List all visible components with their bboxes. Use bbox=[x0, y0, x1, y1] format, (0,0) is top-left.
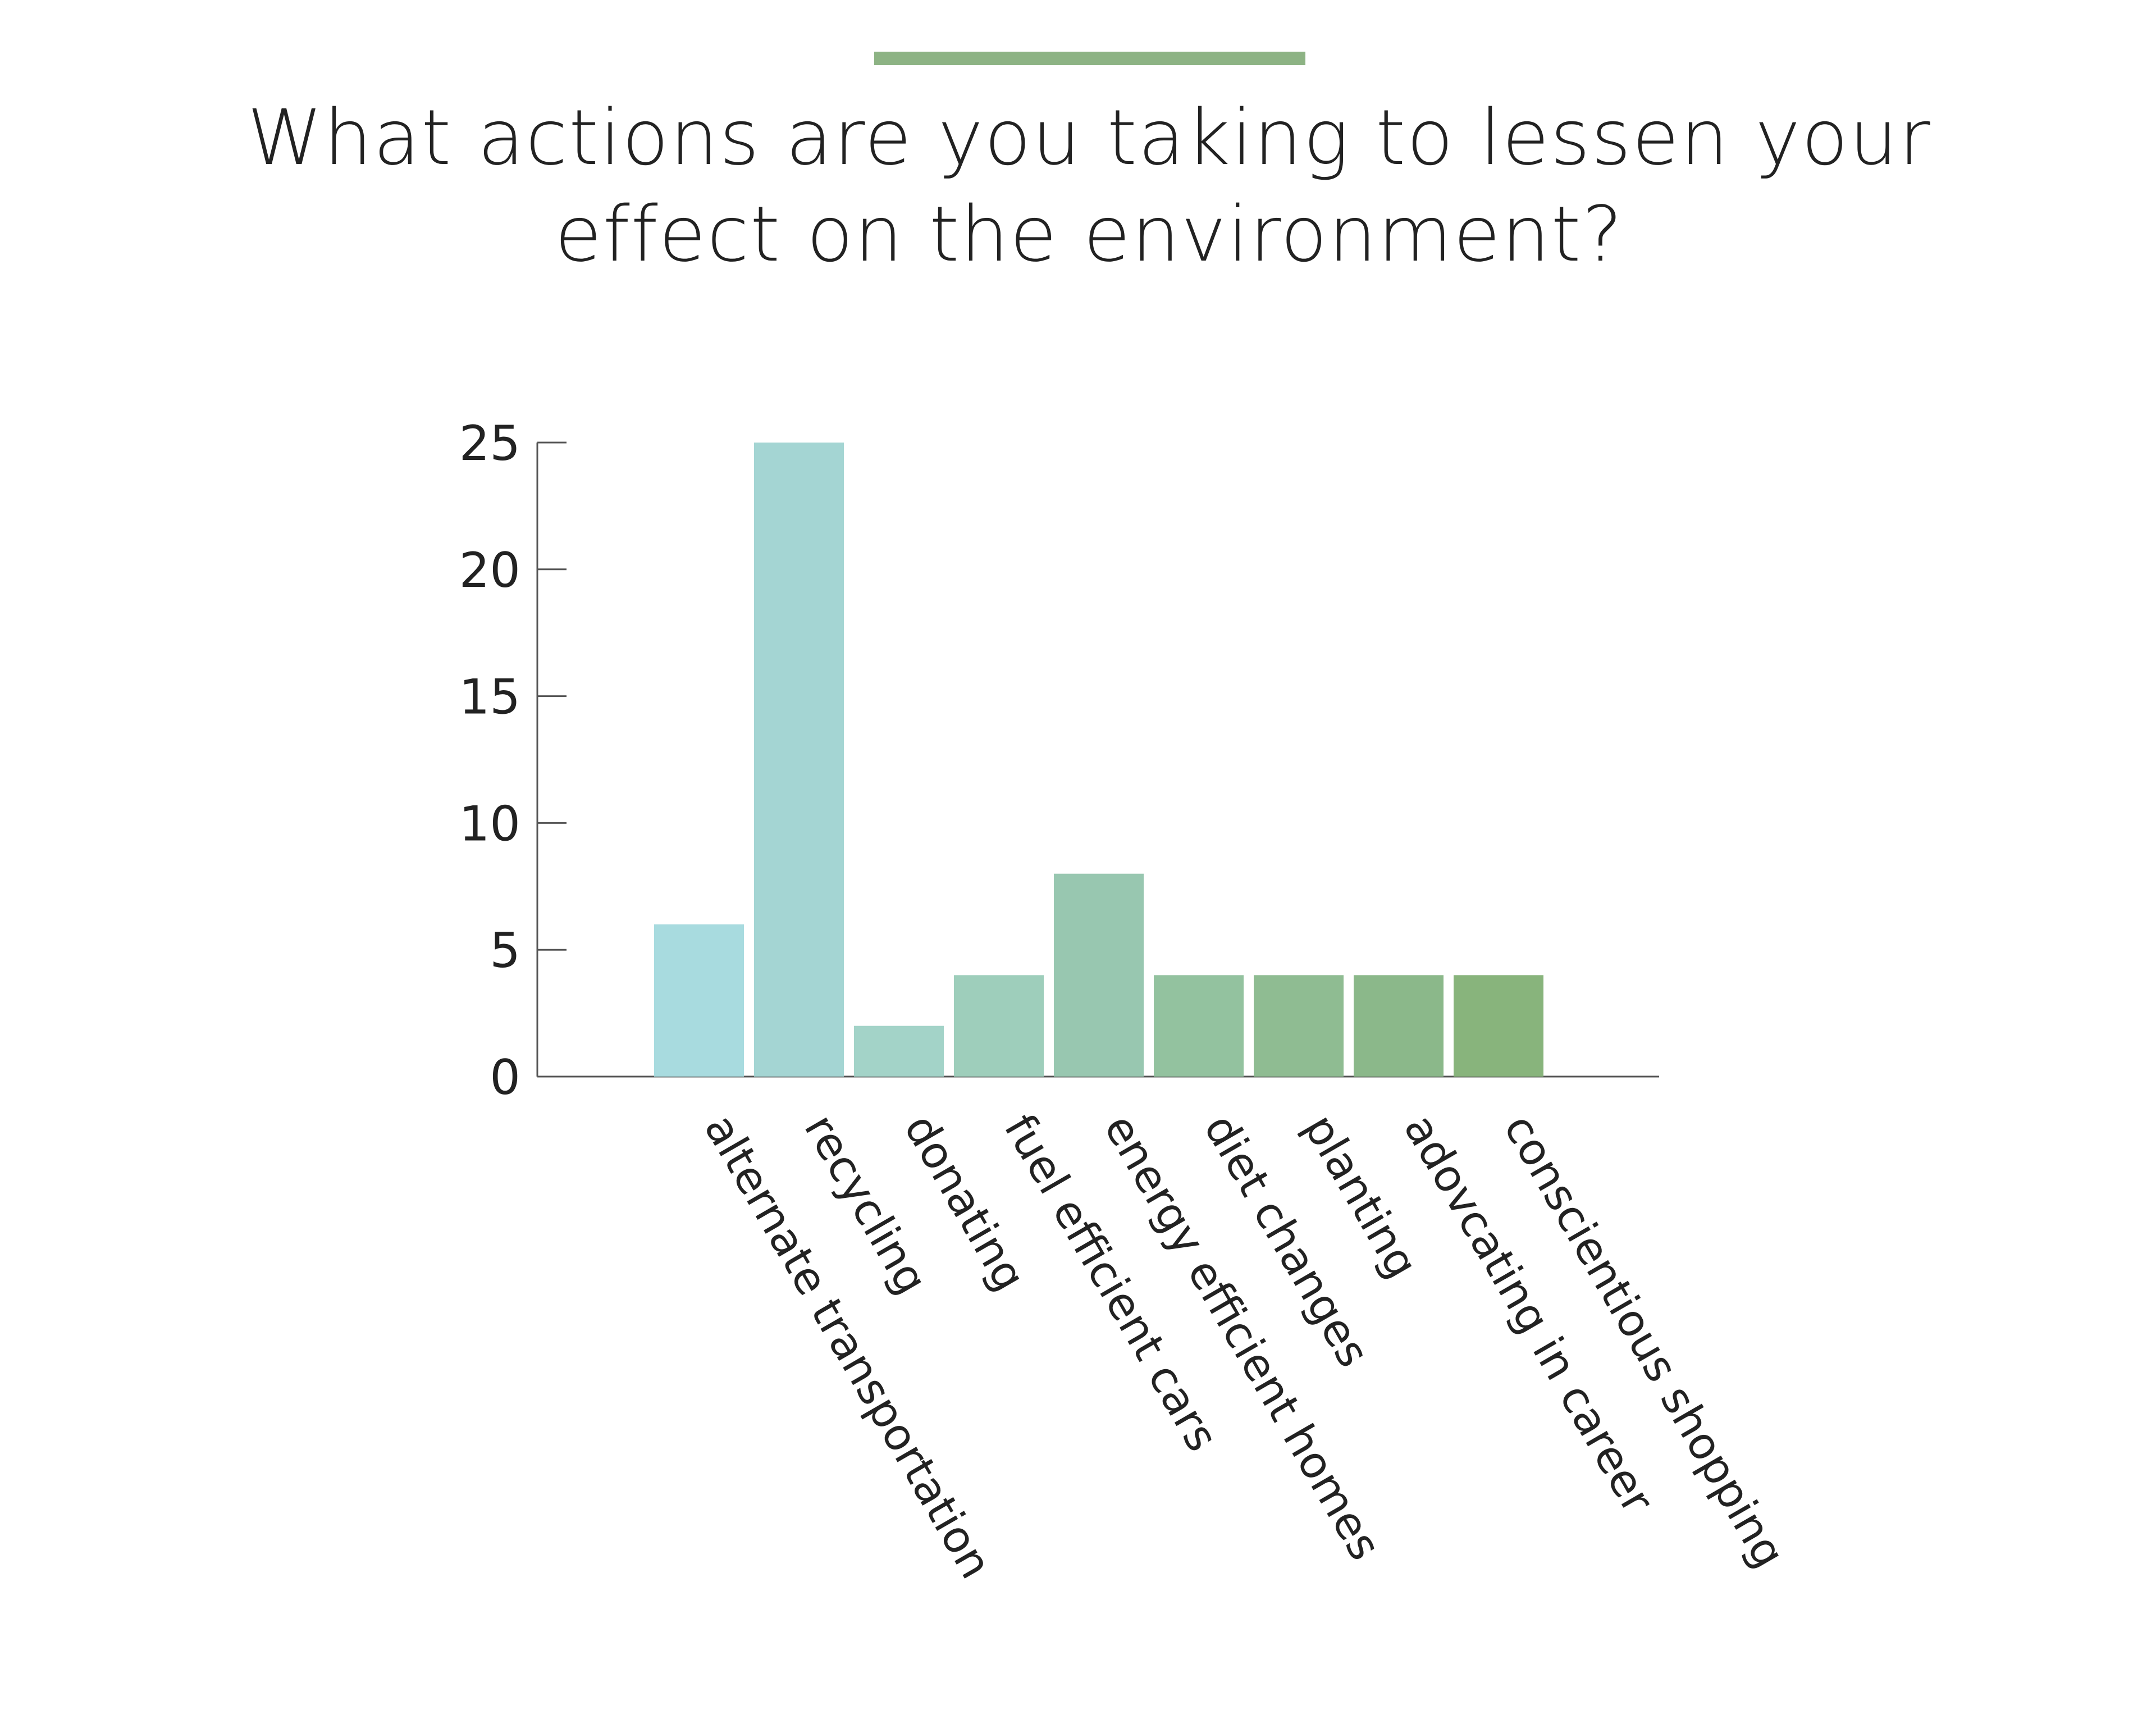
bar-4 bbox=[1054, 873, 1144, 1077]
y-tick-label: 15 bbox=[459, 669, 520, 726]
chart-title-line-1: What actions are you taking to lessen yo… bbox=[247, 94, 1931, 183]
bar-0 bbox=[654, 924, 744, 1077]
y-tick-label: 25 bbox=[459, 416, 520, 472]
category-labels: alternate transportationrecyclingdonatin… bbox=[695, 1106, 1794, 1587]
bar-8 bbox=[1454, 975, 1543, 1077]
y-tick-label: 10 bbox=[459, 796, 520, 852]
bar-5 bbox=[1154, 975, 1244, 1077]
title-accent-bar bbox=[874, 52, 1305, 65]
y-tick-label: 20 bbox=[459, 543, 520, 599]
bars bbox=[654, 443, 1543, 1077]
bar-1 bbox=[754, 443, 844, 1077]
bar-6 bbox=[1254, 975, 1344, 1077]
bar-3 bbox=[954, 975, 1044, 1077]
y-tick-label: 0 bbox=[490, 1050, 520, 1106]
bar-2 bbox=[854, 1025, 944, 1077]
chart-title-line-2: effect on the environment? bbox=[555, 190, 1624, 279]
bar-7 bbox=[1354, 975, 1444, 1077]
y-tick-label: 5 bbox=[490, 923, 520, 979]
chart-title: What actions are you taking to lessen yo… bbox=[236, 90, 1943, 283]
